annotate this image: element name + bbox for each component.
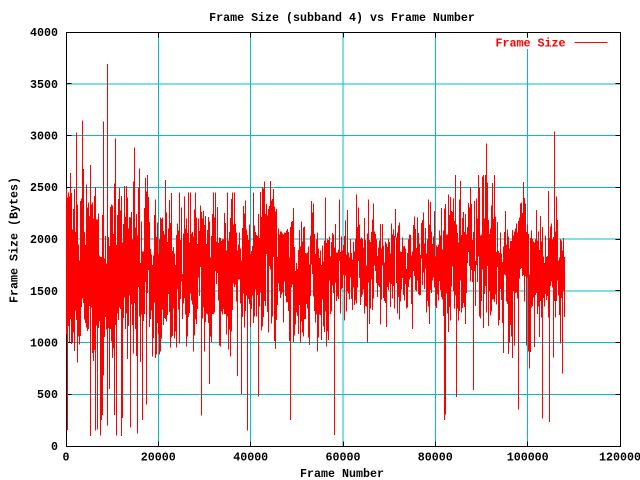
svg-text:3500: 3500 <box>30 78 58 92</box>
svg-text:0: 0 <box>63 451 70 465</box>
svg-text:Frame Size (Bytes): Frame Size (Bytes) <box>8 177 22 303</box>
svg-text:1500: 1500 <box>30 285 58 299</box>
svg-text:500: 500 <box>37 388 58 402</box>
svg-text:4000: 4000 <box>30 26 58 40</box>
svg-text:100000: 100000 <box>507 451 549 465</box>
svg-text:3000: 3000 <box>30 130 58 144</box>
svg-text:40000: 40000 <box>233 451 268 465</box>
svg-text:120000: 120000 <box>599 451 640 465</box>
svg-text:2500: 2500 <box>30 181 58 195</box>
svg-text:20000: 20000 <box>141 451 176 465</box>
svg-text:1000: 1000 <box>30 337 58 351</box>
svg-text:2000: 2000 <box>30 233 58 247</box>
svg-text:60000: 60000 <box>326 451 361 465</box>
svg-text:80000: 80000 <box>418 451 453 465</box>
svg-text:Frame Size (subband 4) vs Fram: Frame Size (subband 4) vs Frame Number <box>209 11 475 25</box>
svg-text:0: 0 <box>51 440 58 454</box>
svg-text:Frame Number: Frame Number <box>300 467 384 480</box>
svg-text:Frame Size: Frame Size <box>496 37 566 51</box>
